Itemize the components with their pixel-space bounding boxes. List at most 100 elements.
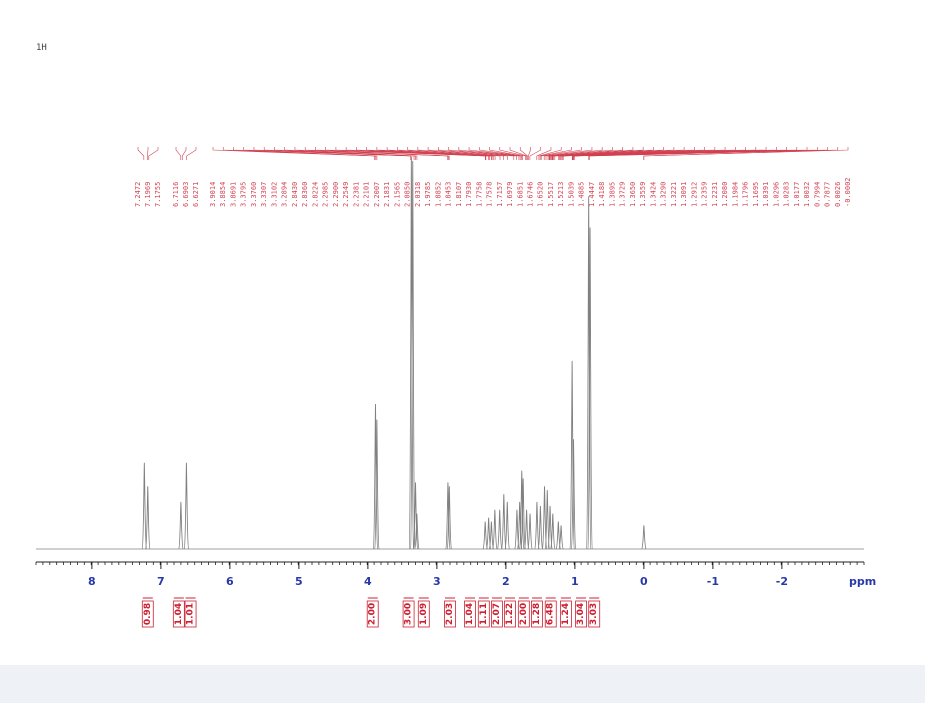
peak-label: 7.1755 <box>154 182 162 207</box>
signal-peak <box>408 156 415 550</box>
integral-label: 2.00 <box>368 603 378 625</box>
peak-leader <box>538 147 562 160</box>
peak-label: 1.7758 <box>475 182 483 207</box>
peak-label: 2.1565 <box>393 182 401 207</box>
peak-label: 3.2894 <box>281 182 289 207</box>
peak-leader <box>397 147 496 160</box>
signal-peak <box>141 462 147 550</box>
peak-label: 2.0850 <box>404 182 412 207</box>
signal-peak <box>488 521 495 550</box>
peak-leader <box>407 147 501 160</box>
integral-box <box>588 600 601 628</box>
peak-leader <box>550 147 644 160</box>
peak-leader <box>529 147 542 160</box>
peak-leader <box>519 147 528 160</box>
peak-label: 3.9014 <box>209 182 217 207</box>
peak-label: 1.4885 <box>578 182 586 207</box>
peak-leader <box>540 147 583 160</box>
x-tick-label: 2 <box>502 575 510 588</box>
peak-label: 3.3795 <box>240 182 248 207</box>
peak-leader <box>509 147 528 160</box>
peak-leader <box>386 147 494 160</box>
peak-leader <box>448 147 517 160</box>
signal-peak <box>178 501 184 550</box>
integral-label: 2.00 <box>519 603 529 625</box>
peak-leader <box>545 147 603 160</box>
signal-peak <box>570 439 577 550</box>
signal-peak <box>183 462 190 550</box>
peak-label: 1.2231 <box>711 182 719 207</box>
integral-box <box>184 600 197 628</box>
x-tick-label: 6 <box>226 575 234 588</box>
signal-peak <box>410 160 416 550</box>
signal-peak <box>517 501 523 550</box>
integral-label: 3.03 <box>589 603 599 625</box>
peak-label: 1.0391 <box>762 182 770 207</box>
peak-label: 2.2007 <box>373 182 381 207</box>
integral-label: 0.98 <box>143 603 153 625</box>
peak-label: 1.2912 <box>690 182 698 207</box>
peak-leader <box>137 147 145 160</box>
signal-peak <box>587 227 593 550</box>
peak-leader <box>589 147 828 160</box>
peak-label: 1.8107 <box>455 182 463 207</box>
peak-label: 1.7930 <box>465 182 473 207</box>
peak-label: 1.5517 <box>547 182 555 207</box>
peak-label: 6.6271 <box>192 182 200 207</box>
integral-label: 1.04 <box>174 603 184 625</box>
peak-label: 1.3729 <box>619 182 627 207</box>
integral-label: 1.01 <box>186 603 196 625</box>
integral-label: 1.28 <box>532 603 542 625</box>
peak-label: 7.2472 <box>134 182 142 207</box>
integral-box <box>517 600 530 628</box>
integral-box <box>172 600 185 628</box>
x-tick-label: -2 <box>776 575 788 588</box>
peak-label: 1.5213 <box>557 182 565 207</box>
signal-peak <box>372 403 379 550</box>
peak-label: 0.0026 <box>834 182 842 207</box>
peak-label: -0.0002 <box>844 177 852 207</box>
signal-peak <box>534 501 540 550</box>
peak-label: 2.8224 <box>311 182 319 207</box>
x-tick-label: 7 <box>157 575 165 588</box>
integral-box <box>504 600 516 628</box>
peak-label: 7.1969 <box>144 182 152 207</box>
peak-label: 1.6851 <box>516 182 524 207</box>
peak-label: 1.0283 <box>783 182 791 207</box>
peak-label: 1.3650 <box>629 182 637 207</box>
peak-label: 1.3221 <box>670 182 678 207</box>
signal-peak <box>527 513 533 550</box>
signal-peak <box>492 509 498 550</box>
x-tick-label: 5 <box>295 575 303 588</box>
peak-label: 1.0177 <box>793 182 801 207</box>
peak-label: 2.8430 <box>291 182 299 207</box>
peak-label: 1.4188 <box>598 182 606 207</box>
x-tick-label: -1 <box>707 575 719 588</box>
integral-box <box>575 600 587 628</box>
integral-box <box>402 600 415 628</box>
signal-peak <box>414 513 420 550</box>
peak-label: 1.9785 <box>424 182 432 207</box>
integral-box <box>141 600 154 628</box>
peak-label: 2.2381 <box>352 182 360 207</box>
peak-leader <box>438 147 515 160</box>
signal-peak <box>569 360 575 550</box>
peak-label: 3.3307 <box>260 182 268 207</box>
x-axis-label: ppm <box>849 575 876 588</box>
peak-label: 1.3895 <box>608 182 616 207</box>
peak-label: 1.7157 <box>496 182 504 207</box>
peak-label: 2.2900 <box>332 182 340 207</box>
signal-peak <box>550 513 556 550</box>
peak-label: 1.1695 <box>752 182 760 207</box>
peak-label: 1.6520 <box>537 182 545 207</box>
signal-peak <box>374 419 380 550</box>
peak-label: 1.8453 <box>445 182 453 207</box>
signal-peak <box>497 509 503 550</box>
peak-leader <box>427 147 508 160</box>
signal-peak <box>544 490 550 550</box>
peak-leader <box>550 147 654 160</box>
peak-label: 2.2985 <box>322 182 330 207</box>
peak-label: 1.3424 <box>649 182 657 207</box>
peak-label: 1.3559 <box>639 182 647 207</box>
signal-peak <box>523 509 530 550</box>
